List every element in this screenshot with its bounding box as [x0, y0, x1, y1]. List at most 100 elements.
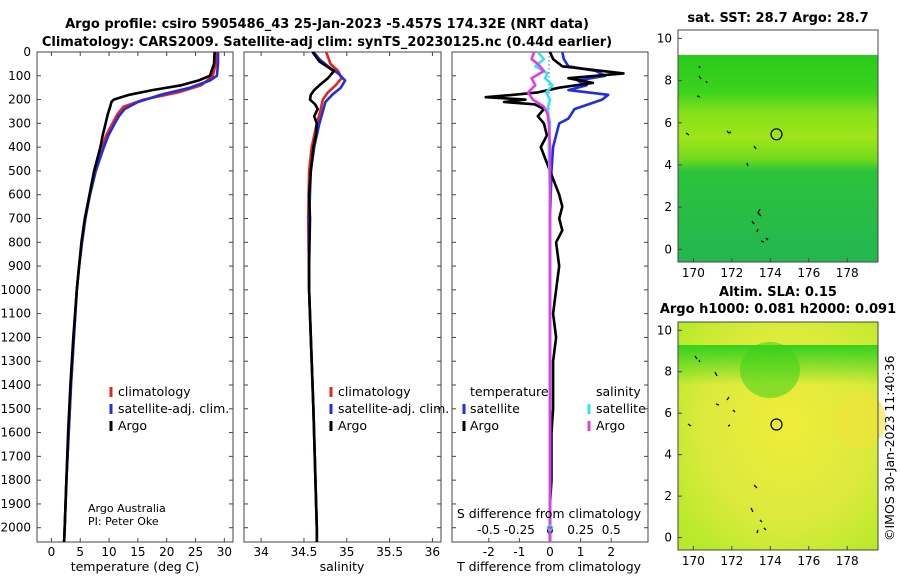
x-tick-label: 20	[159, 545, 174, 559]
map-x-tick-label: 176	[797, 554, 820, 568]
temperature-axes-box	[36, 51, 234, 543]
map-x-tick-label: 178	[836, 554, 859, 568]
figure-title-line2: Climatology: CARS2009. Satellite-adj cli…	[42, 35, 612, 50]
series-line-argo	[307, 51, 336, 542]
x-tick-label: 34.5	[291, 545, 318, 559]
top-x-tick-label: 0.25	[567, 523, 594, 537]
y-tick-label: 1900	[0, 497, 31, 511]
x-tick-label: 15	[130, 545, 145, 559]
sst-map-field	[678, 55, 878, 262]
legend-t-argo-label: Argo	[470, 418, 499, 433]
y-tick-label: 500	[8, 164, 31, 178]
map-y-tick-label: 2	[664, 489, 672, 503]
x-tick-label: 25	[188, 545, 203, 559]
temperature-xlabel: temperature (deg C)	[71, 559, 200, 574]
figure-title-line1: Argo profile: csiro 5905486_43 25-Jan-20…	[65, 17, 589, 32]
annotation-argo-australia: Argo Australia	[88, 502, 166, 515]
x-tick-label: 0	[48, 545, 56, 559]
series-line-climatology	[62, 51, 218, 543]
x-tick-label: 30	[217, 545, 232, 559]
sla-map-panel: Altim. SLA: 0.15 Argo h1000: 0.081 h2000…	[657, 285, 896, 568]
y-tick-label: 0	[23, 45, 31, 59]
x-tick-label: 35.5	[376, 545, 403, 559]
y-tick-label: 1100	[0, 307, 31, 321]
top-x-tick-label: -0.25	[504, 523, 535, 537]
temperature-legend: climatology satellite-adj. clim. Argo	[109, 384, 229, 433]
y-tick-label: 700	[8, 212, 31, 226]
x-tick-label: 2	[607, 545, 615, 559]
x-tick-label: 0	[546, 545, 554, 559]
difference-top-xlabel: S difference from climatology	[457, 506, 642, 521]
sla-map-axes-box	[677, 321, 879, 551]
y-tick-label: 2000	[0, 521, 31, 535]
legend-t-satellite-label: satellite	[470, 401, 520, 416]
y-tick-label: 200	[8, 93, 31, 107]
x-tick-label: 5	[76, 545, 84, 559]
x-tick-label: 36	[425, 545, 440, 559]
salinity-legend: climatology satellite-adj. clim. Argo	[329, 384, 449, 433]
y-tick-label: 1400	[0, 378, 31, 392]
y-tick-label: 1800	[0, 473, 31, 487]
map-x-tick-label: 174	[759, 266, 782, 280]
y-tick-label: 800	[8, 235, 31, 249]
sst-map-title: sat. SST: 28.7 Argo: 28.7	[687, 11, 868, 26]
series-line-argo	[62, 51, 216, 543]
map-y-tick-label: 10	[657, 31, 672, 45]
map-y-tick-label: 8	[664, 365, 672, 379]
y-tick-label: 100	[8, 69, 31, 83]
y-tick-label: 1700	[0, 449, 31, 463]
legend-satellite-adj-label: satellite-adj. clim.	[118, 401, 229, 416]
sla-map-title-line1: Altim. SLA: 0.15	[719, 285, 837, 300]
map-y-tick-label: 4	[664, 448, 672, 462]
series-line-s-argo	[526, 51, 552, 542]
legend-climatology-label: climatology	[338, 384, 411, 399]
map-x-tick-label: 170	[682, 266, 705, 280]
y-tick-label: 1500	[0, 402, 31, 416]
y-tick-label: 1200	[0, 330, 31, 344]
x-tick-label: -2	[483, 545, 495, 559]
salinity-panel: 34 34.5 35 35.5 36 salinity climatology sate…	[243, 51, 449, 574]
legend-salinity-title: salinity	[596, 384, 641, 399]
imos-credit: ©IMOS 30-Jan-2023 11:40:36	[882, 355, 897, 541]
sla-argo-location-marker	[770, 418, 783, 431]
series-line-t-argo	[484, 51, 625, 542]
x-tick-label: 10	[101, 545, 116, 559]
y-tick-label: 1300	[0, 354, 31, 368]
legend-s-satellite-label: satellite	[596, 401, 646, 416]
sst-argo-location-marker	[770, 128, 783, 141]
sla-map-high-anomaly	[834, 392, 886, 448]
difference-xlabel: T difference from climatology	[456, 559, 642, 574]
annotation-pi: PI: Peter Oke	[88, 515, 159, 528]
sst-map-panel: sat. SST: 28.7 Argo: 28.7 170 172 174 176 17…	[657, 11, 879, 280]
map-y-tick-label: 6	[664, 406, 672, 420]
legend-argo-label: Argo	[118, 418, 147, 433]
x-tick-label: 34	[253, 545, 268, 559]
map-y-tick-label: 8	[664, 74, 672, 88]
difference-panel: -2 -1 0 1 2-0.5 -0.25 0 0.25 0.5 T difference fr…	[451, 51, 649, 574]
series-line-satellite-adj-clim-	[62, 52, 220, 543]
legend-temperature-title: temperature	[470, 384, 549, 399]
temperature-panel: 0 5 10 15 20 25 30 0 100 200 300 400 500 600 700 800 90…	[0, 45, 234, 574]
x-tick-label: 1	[577, 545, 585, 559]
legend-satellite-adj-label: satellite-adj. clim.	[338, 401, 449, 416]
sla-map-title-line2: Argo h1000: 0.081 h2000: 0.091	[660, 302, 896, 317]
x-tick-label: -1	[513, 545, 525, 559]
map-y-tick-label: 4	[664, 158, 672, 172]
y-tick-label: 300	[8, 116, 31, 130]
sst-map-coastline	[685, 65, 769, 243]
map-y-tick-label: 6	[664, 116, 672, 130]
sst-map-texture	[678, 55, 878, 262]
y-tick-label: 900	[8, 259, 31, 273]
y-tick-label: 1000	[0, 283, 31, 297]
difference-zero-marker	[546, 524, 554, 531]
map-y-tick-label: 10	[657, 323, 672, 337]
map-x-tick-label: 174	[759, 554, 782, 568]
salinity-axes-box	[243, 51, 442, 543]
sla-map-coastline	[687, 355, 767, 534]
difference-legend: temperature satellite Argo salinity sate…	[462, 384, 646, 433]
series-line-climatology	[306, 51, 343, 542]
map-y-tick-label: 0	[664, 531, 672, 545]
top-x-tick-label: 0.5	[602, 523, 621, 537]
map-x-tick-label: 172	[720, 266, 743, 280]
